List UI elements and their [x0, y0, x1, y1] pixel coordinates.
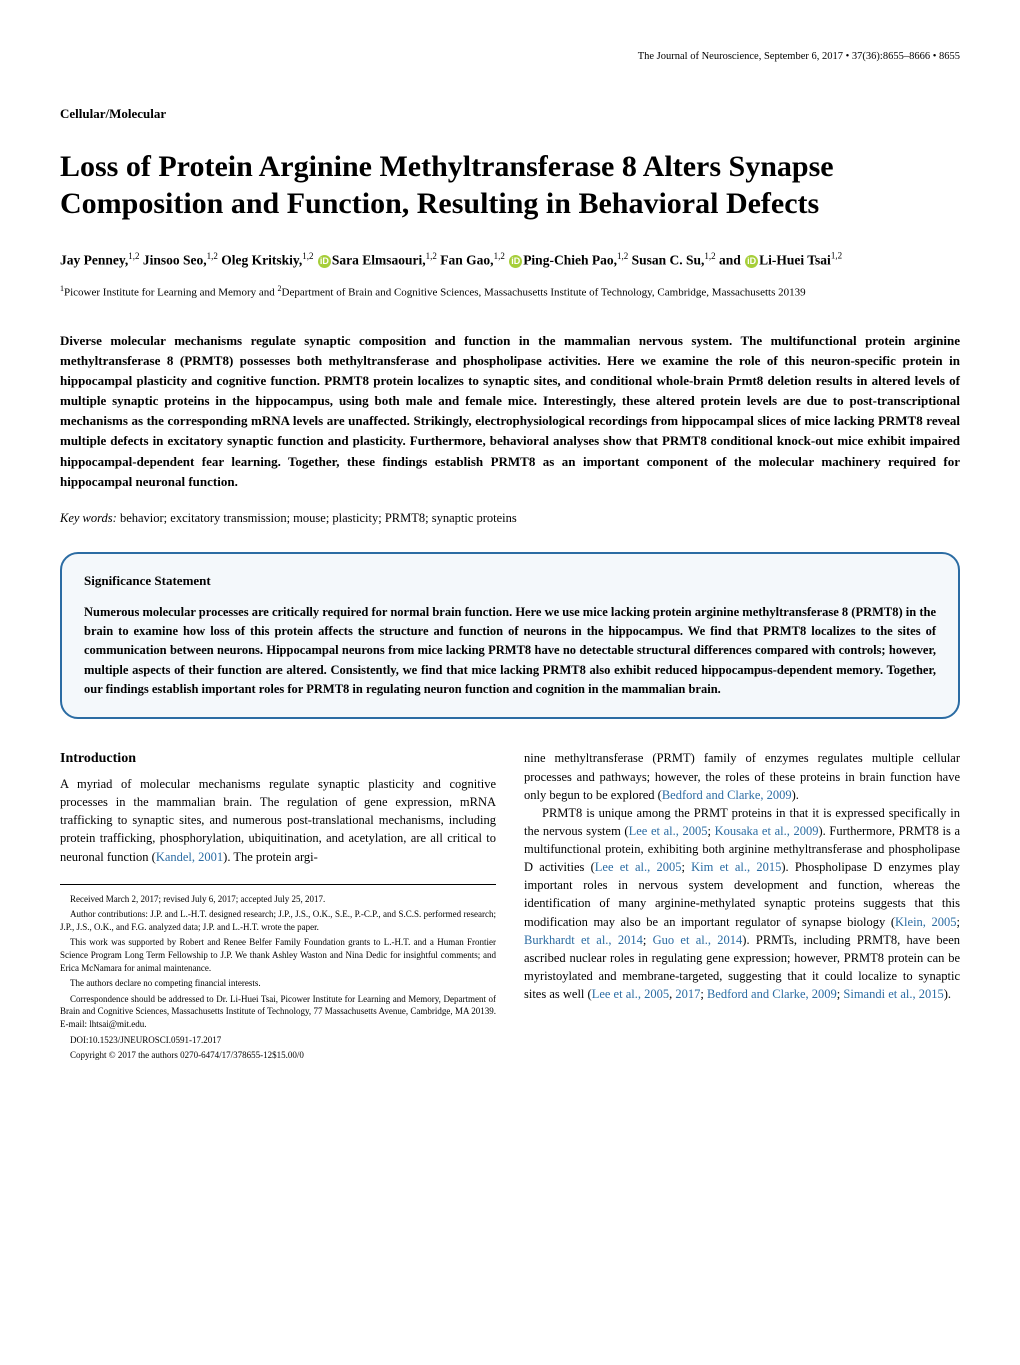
journal-header: The Journal of Neuroscience, September 6…	[60, 50, 960, 65]
footnote-received: Received March 2, 2017; revised July 6, …	[60, 893, 496, 906]
introduction-heading: Introduction	[60, 749, 496, 769]
authors-list: Jay Penney,1,2 Jinsoo Seo,1,2 Oleg Krits…	[60, 248, 960, 273]
intro-paragraph-right-1: nine methyltransferase (PRMT) family of …	[524, 749, 960, 803]
left-column: Introduction A myriad of molecular mecha…	[60, 749, 496, 1064]
right-column: nine methyltransferase (PRMT) family of …	[524, 749, 960, 1064]
section-label: Cellular/Molecular	[60, 105, 960, 123]
keywords-label: Key words:	[60, 511, 117, 525]
footnotes-block: Received March 2, 2017; revised July 6, …	[60, 893, 496, 1062]
footnote-copyright: Copyright © 2017 the authors 0270-6474/1…	[60, 1049, 496, 1062]
footnote-doi: DOI:10.1523/JNEUROSCI.0591-17.2017	[60, 1034, 496, 1047]
intro-left-text: A myriad of molecular mechanisms regulat…	[60, 775, 496, 866]
abstract-text: Diverse molecular mechanisms regulate sy…	[60, 331, 960, 492]
two-column-layout: Introduction A myriad of molecular mecha…	[60, 749, 960, 1064]
footnote-correspondence: Correspondence should be addressed to Dr…	[60, 993, 496, 1031]
keywords: Key words: behavior; excitatory transmis…	[60, 510, 960, 528]
intro-paragraph-left: A myriad of molecular mechanisms regulat…	[60, 775, 496, 866]
significance-heading: Significance Statement	[84, 572, 936, 590]
footnote-funding: This work was supported by Robert and Re…	[60, 936, 496, 974]
intro-right-text: nine methyltransferase (PRMT) family of …	[524, 749, 960, 1003]
affiliations: 1Picower Institute for Learning and Memo…	[60, 283, 960, 301]
footnote-contributions: Author contributions: J.P. and L.-H.T. d…	[60, 908, 496, 933]
significance-text: Numerous molecular processes are critica…	[84, 603, 936, 700]
keywords-text: behavior; excitatory transmission; mouse…	[120, 511, 517, 525]
significance-statement-box: Significance Statement Numerous molecula…	[60, 552, 960, 719]
footnote-divider	[60, 884, 496, 885]
article-title: Loss of Protein Arginine Methyltransfera…	[60, 148, 960, 223]
footnote-competing: The authors declare no competing financi…	[60, 977, 496, 990]
intro-paragraph-right-2: PRMT8 is unique among the PRMT proteins …	[524, 804, 960, 1003]
